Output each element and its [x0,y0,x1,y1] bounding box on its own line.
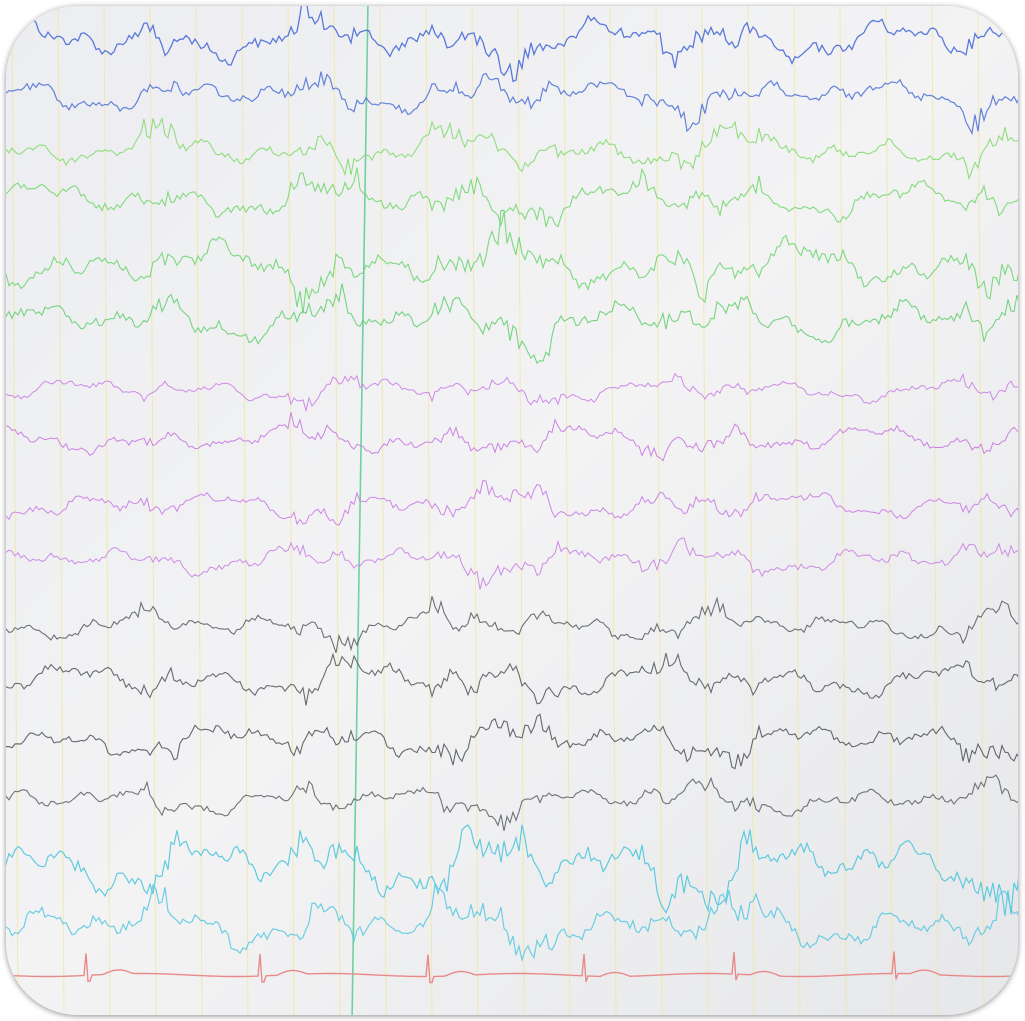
eeg-trace [6,6,1018,83]
eeg-trace [6,167,1018,228]
time-grid-line [379,6,387,1015]
time-grid-line [517,6,525,1015]
time-grid-line [195,6,203,1015]
eeg-trace [6,713,1018,770]
time-grid-line [977,6,985,1015]
time-grid-line [793,6,801,1015]
time-grid-line [241,6,249,1015]
time-grid-line [57,6,65,1015]
eeg-trace [6,537,1018,590]
time-grid-line [701,6,709,1015]
eeg-trace [6,372,1018,413]
eeg-trace [6,774,1018,832]
time-grid-line [333,6,341,1015]
ecg-trace [6,951,1018,984]
time-grid-line [931,6,939,1015]
eeg-trace [6,412,1018,462]
eeg-trace [6,479,1018,526]
eeg-trace [6,882,1018,963]
time-grid-line [471,6,479,1015]
eeg-trace [6,596,1018,653]
time-grid-line [839,6,847,1015]
time-grid-line [11,6,19,1015]
eeg-trace [6,71,1018,136]
time-grid-line [425,6,433,1015]
time-grid-line [655,6,663,1015]
time-grid-line [103,6,111,1015]
eeg-trace [6,824,1018,917]
marker-line [351,6,369,1015]
eeg-trace [6,209,1018,314]
eeg-trace [6,116,1018,181]
screen-frame [6,6,1018,1015]
eeg-trace [6,652,1018,706]
time-grid-line [149,6,157,1015]
eeg-trace [6,283,1018,365]
time-grid-line [609,6,617,1015]
time-grid-line [563,6,571,1015]
time-grid-line [885,6,893,1015]
